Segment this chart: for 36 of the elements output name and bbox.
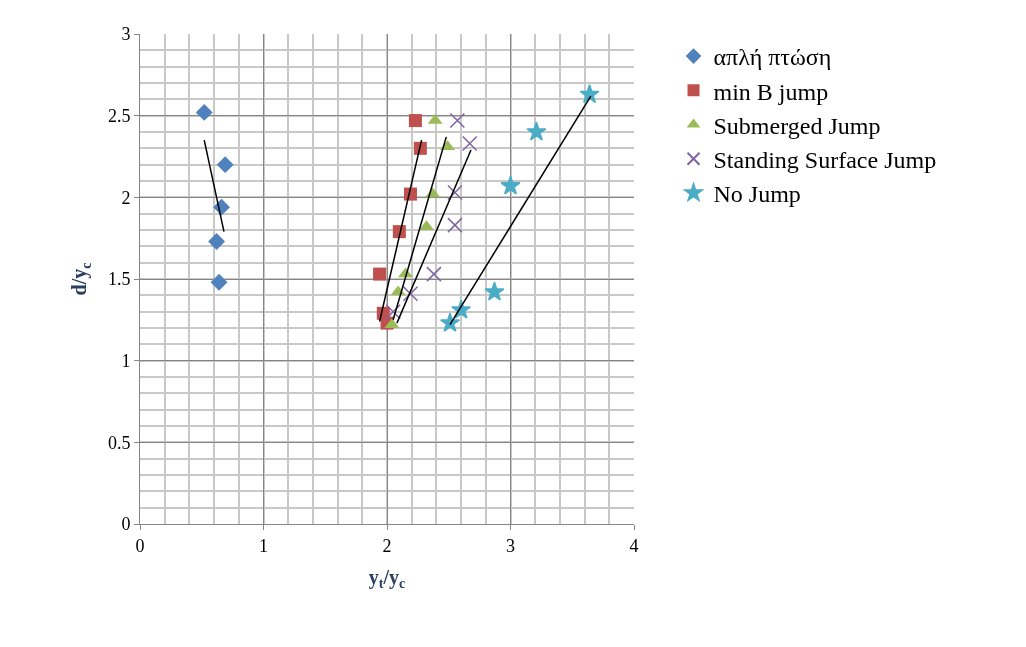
y-tick-label: 2: [121, 187, 131, 208]
x-tick-label: 3: [506, 535, 515, 556]
point: [402, 285, 419, 302]
y-tick-label: 0: [121, 514, 131, 535]
y-tick-label: 1.5: [107, 269, 131, 290]
y-tick-label: 2.5: [107, 105, 131, 126]
point: [447, 217, 463, 233]
legend-label: min B jump: [713, 78, 829, 105]
point: [195, 103, 213, 121]
legend-label: No Jump: [713, 181, 801, 208]
y-tick-label: 1: [121, 350, 131, 371]
x-axis-title: y$_{t}$/y$_{c}$: [368, 566, 406, 592]
point: [484, 281, 505, 301]
point: [449, 112, 466, 129]
point: [408, 114, 422, 128]
point: [426, 266, 442, 282]
x-tick-label: 1: [259, 535, 268, 556]
y-tick-label: 0.5: [107, 432, 131, 453]
point: [462, 135, 478, 152]
x-tick-label: 0: [135, 535, 145, 556]
x-tick-label: 2: [382, 535, 392, 556]
point: [579, 83, 600, 104]
y-tick-label: 3: [121, 24, 131, 45]
point: [447, 184, 463, 201]
point: [526, 121, 547, 141]
legend-label: Standing Surface Jump: [713, 147, 937, 174]
point: [216, 156, 234, 174]
x-tick-label: 4: [629, 535, 639, 556]
legend-label: απλή πτώση: [713, 44, 832, 71]
point: [208, 232, 226, 250]
point: [439, 312, 461, 332]
point: [210, 273, 228, 291]
point: [373, 267, 387, 281]
legend-label: Submerged Jump: [713, 112, 881, 139]
point: [385, 303, 401, 320]
point: [500, 175, 521, 195]
